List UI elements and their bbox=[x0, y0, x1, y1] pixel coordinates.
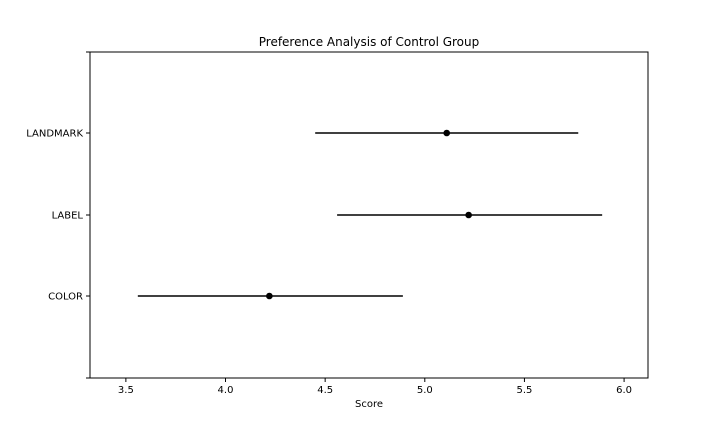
x-axis-label: Score bbox=[355, 399, 383, 410]
y-tick-label: COLOR bbox=[48, 292, 83, 303]
y-axis-ticks: LANDMARK LABEL COLOR bbox=[26, 51, 90, 379]
y-tick-label: LABEL bbox=[52, 211, 84, 222]
x-tick-label: 3.5 bbox=[118, 385, 134, 396]
x-tick-label: 6.0 bbox=[616, 385, 632, 396]
x-tick-label: 4.5 bbox=[317, 385, 333, 396]
mean-point-landmark bbox=[443, 129, 451, 137]
x-tick-label: 5.0 bbox=[417, 385, 433, 396]
mean-point-color bbox=[266, 292, 273, 300]
x-tick-label: 5.5 bbox=[516, 385, 532, 396]
mean-point-label bbox=[465, 211, 472, 219]
x-axis-ticks: 3.5 4.0 4.5 5.0 5.5 6.0 bbox=[118, 378, 632, 396]
y-tick-label: LANDMARK bbox=[26, 129, 83, 140]
chart-title: Preference Analysis of Control Group bbox=[259, 35, 480, 49]
data-marks bbox=[137, 129, 603, 300]
x-tick-label: 4.0 bbox=[218, 385, 234, 396]
